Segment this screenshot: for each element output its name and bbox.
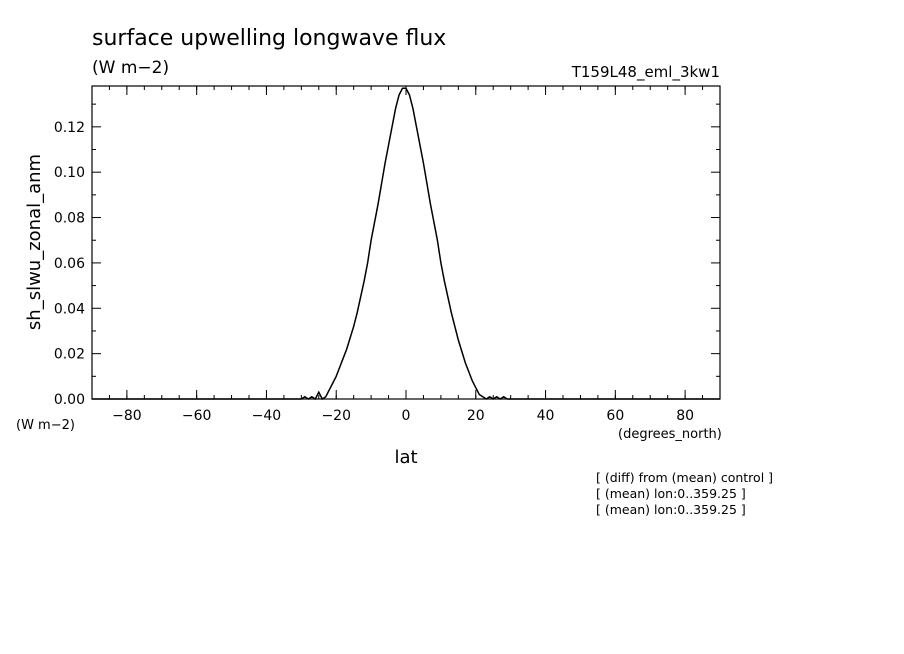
y-axis-ticks (92, 126, 720, 400)
series-line (92, 87, 720, 401)
x-tick-label: −40 (252, 408, 282, 424)
y-tick-label: 0.08 (54, 211, 85, 227)
x-axis-label: lat (394, 447, 417, 468)
run-label: T159L48_eml_3kw1 (571, 63, 720, 82)
y-tick-label: 0.02 (54, 347, 85, 363)
y-units-label: (W m−2) (16, 418, 75, 433)
chart-title: surface upwelling longwave flux (92, 26, 446, 51)
y-tick-labels: 0.00 0.02 0.04 0.06 0.08 0.10 0.12 (54, 120, 85, 408)
y-axis-label: sh_slwu_zonal_anm (24, 154, 45, 330)
y-tick-label: 0.12 (54, 120, 85, 136)
note-line-3: [ (mean) lon:0..359.25 ] (596, 502, 746, 517)
plot-frame (91, 85, 721, 400)
note-line-2: [ (mean) lon:0..359.25 ] (596, 486, 746, 501)
x-tick-label: 40 (537, 408, 555, 424)
y-tick-label: 0.04 (54, 301, 85, 317)
x-tick-label: 20 (467, 408, 485, 424)
x-tick-label: 80 (676, 408, 694, 424)
x-tick-labels: −80 −60 −40 −20 0 20 40 60 80 (112, 408, 694, 424)
x-tick-label: 60 (606, 408, 624, 424)
y-tick-label: 0.00 (54, 392, 85, 408)
y-tick-label: 0.06 (54, 256, 85, 272)
minor-ticks (91, 86, 721, 399)
x-tick-label: −60 (182, 408, 212, 424)
x-tick-label: −80 (112, 408, 142, 424)
x-axis-ticks (126, 86, 686, 399)
x-tick-label: 0 (402, 408, 411, 424)
note-line-1: [ (diff) from (mean) control ] (596, 470, 773, 485)
chart-units: (W m−2) (92, 58, 169, 78)
y-tick-label: 0.10 (54, 165, 85, 181)
x-tick-label: −20 (321, 408, 351, 424)
x-units-label: (degrees_north) (618, 427, 722, 442)
